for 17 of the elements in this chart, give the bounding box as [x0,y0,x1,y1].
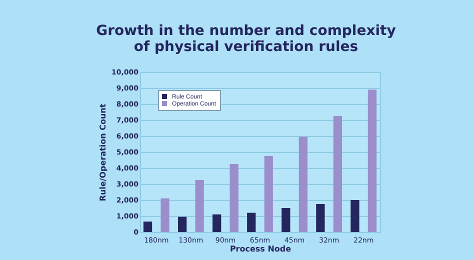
bar [264,156,273,232]
bar [333,116,342,232]
bar [316,204,325,232]
chart-title: Growth in the number and complexity of physical verification rules [96,23,396,55]
bar [298,136,308,232]
bar [212,214,222,232]
bar [195,180,204,232]
bar [230,164,238,232]
bar [350,200,360,232]
bar [282,208,290,232]
bar [143,222,152,232]
bar [368,90,377,232]
bar [247,212,256,232]
x-axis-title: Process Node [230,244,292,254]
bar [178,216,187,232]
bar [160,198,170,232]
y-axis-title: Rule/Operation Count [98,104,108,202]
